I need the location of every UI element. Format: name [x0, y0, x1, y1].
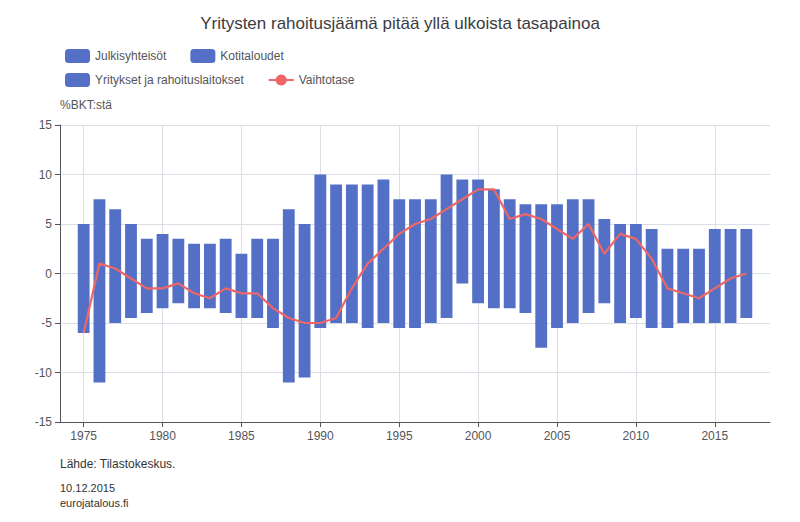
- svg-text:Kotitaloudet: Kotitaloudet: [220, 49, 284, 63]
- svg-text:Yritykset ja rahoituslaitokset: Yritykset ja rahoituslaitokset: [95, 73, 244, 87]
- svg-text:eurojatalous.fi: eurojatalous.fi: [60, 497, 129, 509]
- svg-text:%BKT:stä: %BKT:stä: [60, 98, 112, 112]
- svg-text:Lähde: Tilastokeskus.: Lähde: Tilastokeskus.: [60, 457, 175, 471]
- svg-text:Yritysten rahoitusjäämä pitää: Yritysten rahoitusjäämä pitää yllä ulkoi…: [200, 14, 600, 33]
- svg-text:1990: 1990: [307, 429, 334, 443]
- svg-text:10.12.2015: 10.12.2015: [60, 482, 115, 494]
- svg-text:1995: 1995: [386, 429, 413, 443]
- svg-text:2000: 2000: [465, 429, 492, 443]
- svg-text:-5: -5: [41, 316, 52, 330]
- svg-text:2015: 2015: [701, 429, 728, 443]
- svg-text:1975: 1975: [70, 429, 97, 443]
- svg-text:10: 10: [39, 168, 53, 182]
- svg-text:Julkisyhteisöt: Julkisyhteisöt: [95, 49, 167, 63]
- svg-text:-10: -10: [35, 366, 53, 380]
- svg-text:Vaihtotase: Vaihtotase: [299, 73, 355, 87]
- svg-text:2005: 2005: [544, 429, 571, 443]
- svg-text:1985: 1985: [228, 429, 255, 443]
- svg-text:2010: 2010: [623, 429, 650, 443]
- svg-text:-15: -15: [35, 415, 53, 429]
- svg-text:1980: 1980: [149, 429, 176, 443]
- svg-text:5: 5: [45, 217, 52, 231]
- svg-text:15: 15: [39, 118, 53, 132]
- svg-text:0: 0: [45, 267, 52, 281]
